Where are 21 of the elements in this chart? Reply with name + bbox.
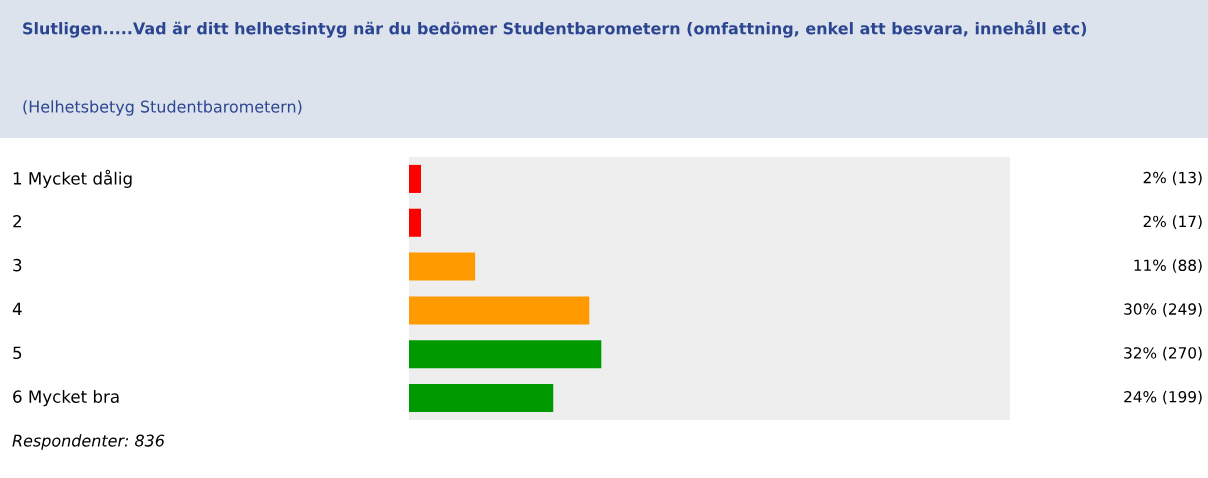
bar [409,340,602,369]
y-tick-label: 3 [13,258,22,272]
bar [409,164,422,193]
data-label: 30% (249) [1124,303,1202,317]
bar [409,252,476,281]
chart-title: Slutligen.....Vad är ditt helhetsintyg när du bedömer Studentbarometern (omfattning, enkel att besvara, innehåll etc) [23,20,1087,38]
y-tick-label: 5 [13,346,22,360]
y-tick-label: 4 [12,302,22,316]
data-label: 24% (199) [1124,390,1202,405]
y-tick-label: 1 Mycket dålig [13,169,132,188]
text: (Helhetsbetyg Studentbarometern) [23,100,302,116]
bar [409,384,554,413]
bar [409,296,590,325]
bar [409,208,422,237]
text: Respondenter: 836 [12,434,165,450]
data-label: 32% (270) [1124,346,1202,361]
y-tick-label: 6 Mycket bra [13,390,119,407]
data-label: 11% (88) [1134,259,1202,273]
data-label: 2% (17) [1143,215,1202,229]
y-tick-label: 2 [13,214,21,228]
data-label: 2% (13) [1143,171,1202,186]
